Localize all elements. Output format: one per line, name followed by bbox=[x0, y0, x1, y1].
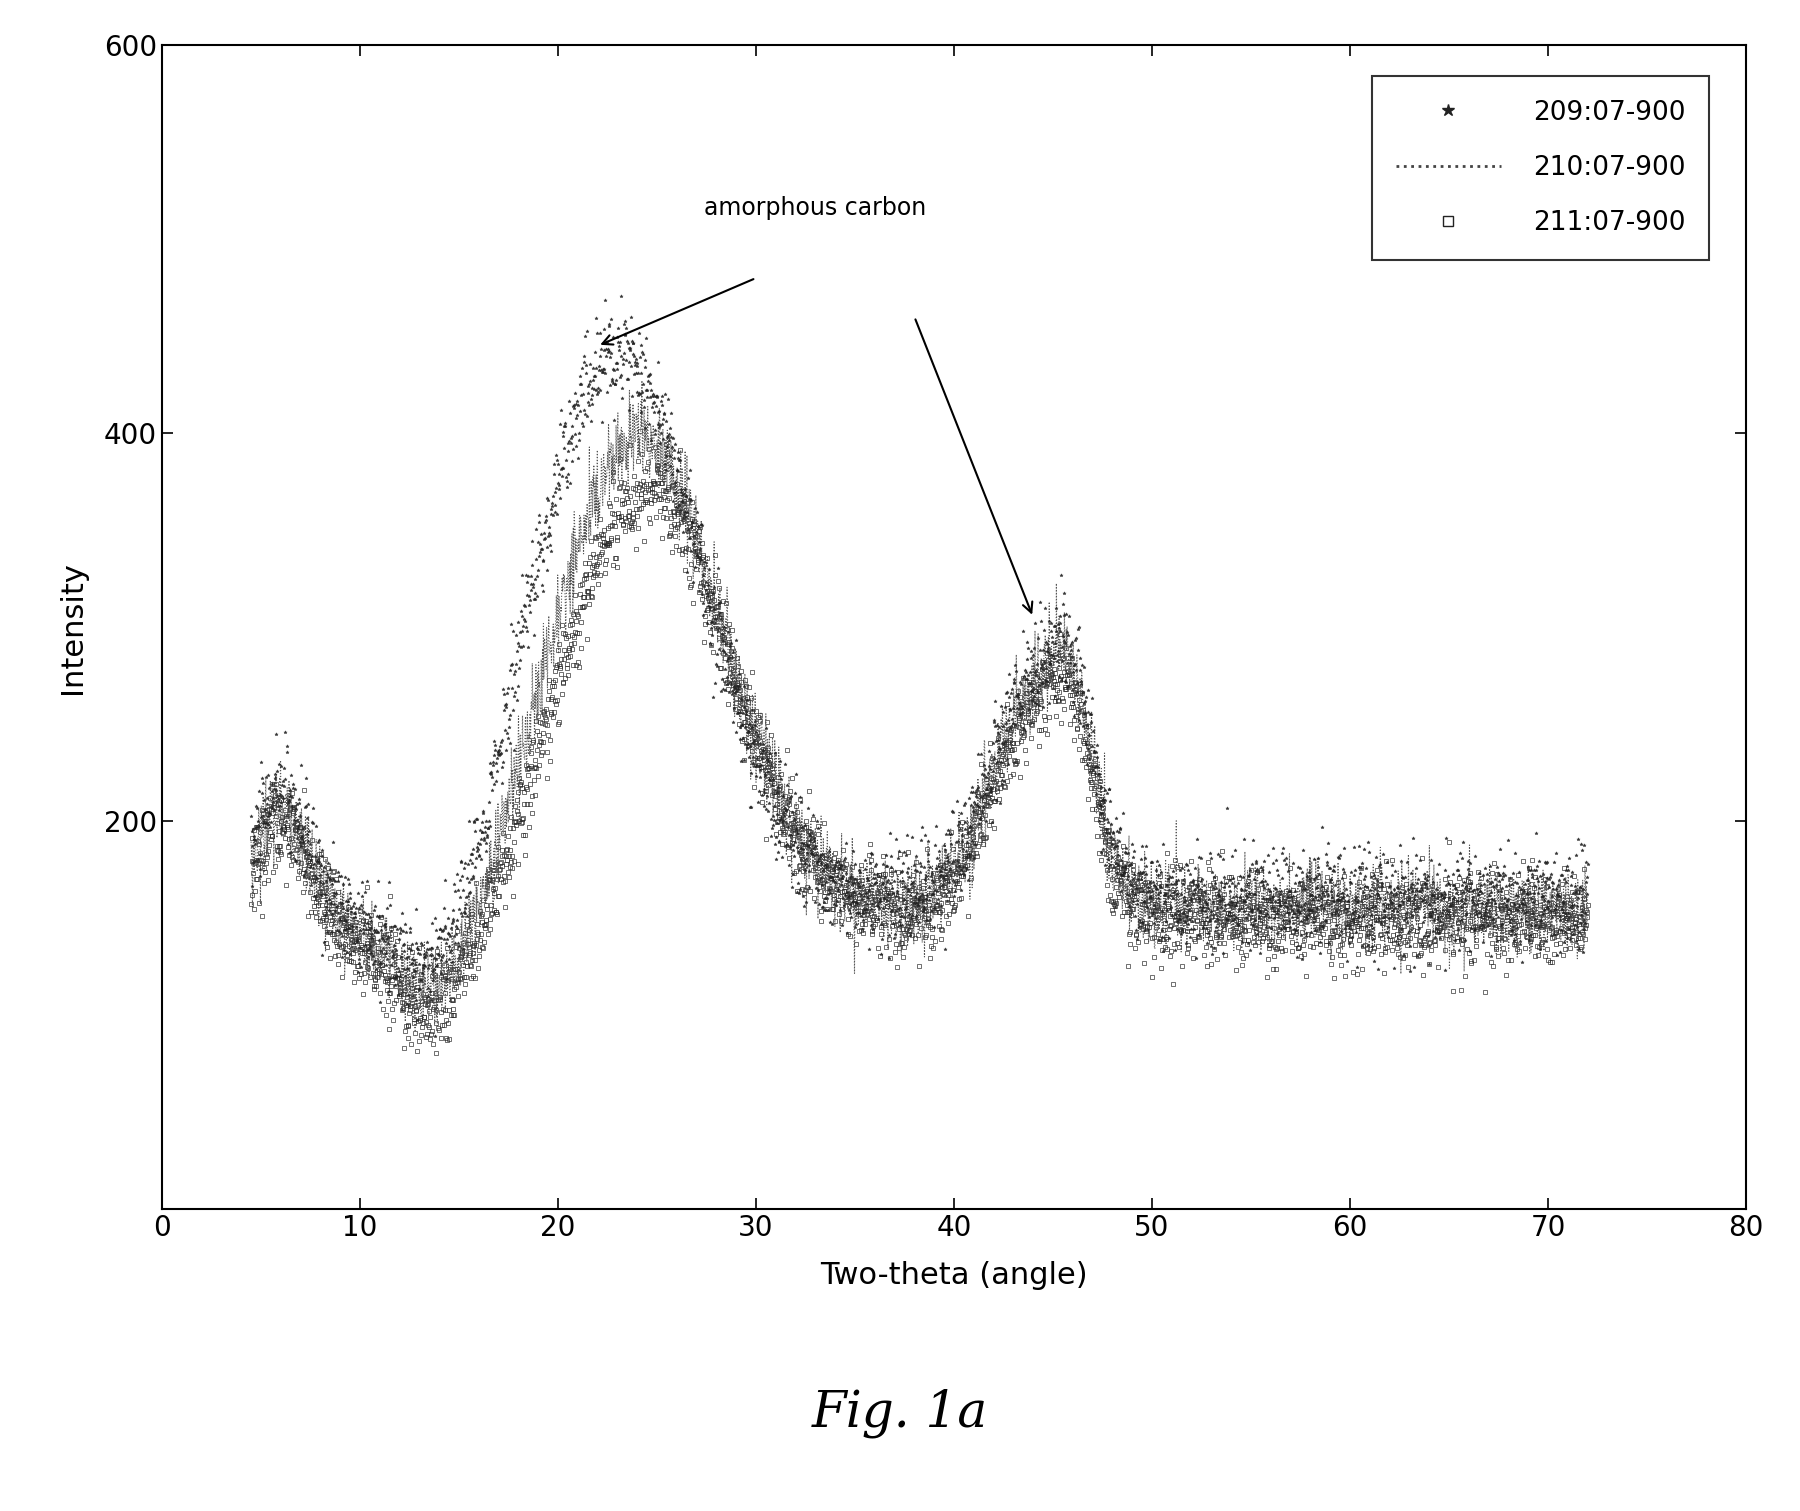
Line: 210:07-900: 210:07-900 bbox=[252, 381, 1588, 1031]
Line: 209:07-900: 209:07-900 bbox=[250, 295, 1589, 1038]
209:07-900 bbox=[425, 1027, 446, 1046]
209:07-900 bbox=[1577, 855, 1598, 873]
209:07-900 bbox=[241, 807, 263, 825]
Text: amorphous carbon: amorphous carbon bbox=[704, 196, 927, 219]
209:07-900 bbox=[392, 959, 414, 978]
210:07-900 bbox=[1577, 884, 1598, 902]
210:07-900 bbox=[241, 833, 263, 851]
210:07-900 bbox=[1408, 923, 1429, 941]
209:07-900 bbox=[812, 845, 833, 863]
211:07-900 bbox=[472, 891, 493, 910]
210:07-900 bbox=[472, 866, 493, 884]
209:07-900 bbox=[1408, 870, 1429, 888]
210:07-900 bbox=[754, 786, 776, 804]
210:07-900 bbox=[1552, 899, 1573, 917]
211:07-900 bbox=[425, 1044, 446, 1062]
209:07-900 bbox=[472, 804, 493, 822]
211:07-900 bbox=[754, 751, 776, 769]
211:07-900 bbox=[1577, 896, 1598, 914]
Line: 211:07-900: 211:07-900 bbox=[250, 429, 1589, 1055]
211:07-900 bbox=[392, 1040, 414, 1058]
211:07-900 bbox=[1552, 875, 1573, 893]
209:07-900 bbox=[754, 783, 776, 801]
210:07-900 bbox=[392, 967, 414, 985]
210:07-900 bbox=[812, 846, 833, 864]
209:07-900 bbox=[610, 287, 632, 305]
209:07-900 bbox=[1552, 901, 1573, 919]
211:07-900 bbox=[812, 870, 833, 888]
211:07-900 bbox=[1408, 895, 1429, 913]
210:07-900 bbox=[632, 372, 653, 390]
211:07-900 bbox=[241, 895, 263, 913]
Y-axis label: Intensity: Intensity bbox=[58, 561, 88, 694]
211:07-900 bbox=[628, 422, 650, 440]
X-axis label: Two-theta (angle): Two-theta (angle) bbox=[821, 1262, 1087, 1290]
210:07-900 bbox=[405, 1021, 427, 1040]
Legend: 209:07-900, 210:07-900, 211:07-900: 209:07-900, 210:07-900, 211:07-900 bbox=[1372, 76, 1708, 260]
Text: Fig. 1a: Fig. 1a bbox=[812, 1389, 988, 1437]
